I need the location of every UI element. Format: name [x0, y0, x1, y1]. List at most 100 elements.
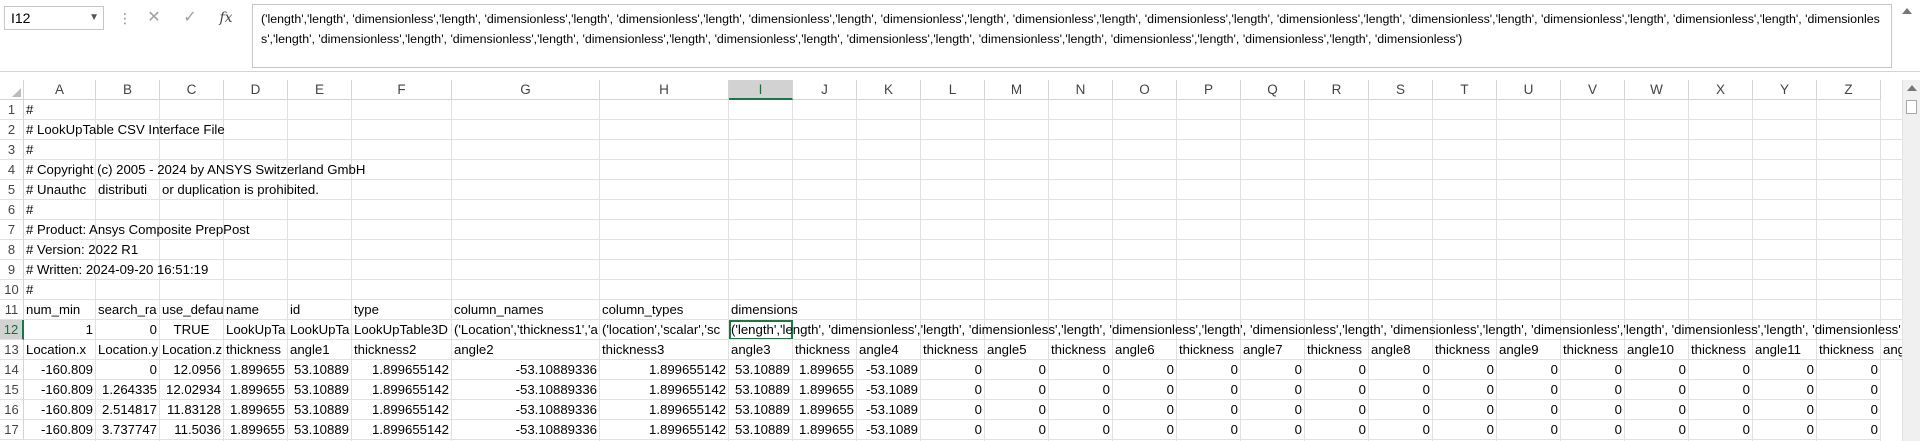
- cell-n14[interactable]: 0: [1049, 360, 1113, 380]
- cell-l15[interactable]: 0: [921, 380, 985, 400]
- scrollbar-thumb[interactable]: [1906, 100, 1917, 114]
- cell-i14[interactable]: 53.10889: [729, 360, 793, 380]
- cell-a2[interactable]: # LookUpTable CSV Interface File: [24, 120, 1902, 140]
- cell-v13[interactable]: thickness: [1561, 340, 1625, 360]
- column-header-n[interactable]: N: [1049, 80, 1113, 100]
- cell-h14[interactable]: 1.899655142: [600, 360, 729, 380]
- cell-c13[interactable]: Location.z: [160, 340, 224, 360]
- cell-z16[interactable]: 0: [1817, 400, 1881, 420]
- cell-p13[interactable]: thickness: [1177, 340, 1241, 360]
- column-header-y[interactable]: Y: [1753, 80, 1817, 100]
- column-header-r[interactable]: R: [1305, 80, 1369, 100]
- cell-w13[interactable]: angle10: [1625, 340, 1689, 360]
- cell-x15[interactable]: 0: [1689, 380, 1753, 400]
- cell-i16[interactable]: 53.10889: [729, 400, 793, 420]
- cell-m17[interactable]: 0: [985, 420, 1049, 440]
- cell-q16[interactable]: 0: [1241, 400, 1305, 420]
- cell-r15[interactable]: 0: [1305, 380, 1369, 400]
- formula-input[interactable]: ('length','length', 'dimensionless','len…: [252, 4, 1892, 68]
- cell-k17[interactable]: -53.1089: [857, 420, 921, 440]
- cell-p14[interactable]: 0: [1177, 360, 1241, 380]
- row-header-9[interactable]: 9: [0, 260, 24, 280]
- cell-h13[interactable]: thickness3: [600, 340, 729, 360]
- cell-a12[interactable]: 1: [24, 320, 96, 340]
- scroll-up-icon[interactable]: [1907, 85, 1917, 91]
- cell-y15[interactable]: 0: [1753, 380, 1817, 400]
- cell-q15[interactable]: 0: [1241, 380, 1305, 400]
- cell-g15[interactable]: -53.10889336: [452, 380, 600, 400]
- column-header-j[interactable]: J: [793, 80, 857, 100]
- cell-m13[interactable]: angle5: [985, 340, 1049, 360]
- cell-r13[interactable]: thickness: [1305, 340, 1369, 360]
- cell-f16[interactable]: 1.899655142: [352, 400, 452, 420]
- cell-o13[interactable]: angle6: [1113, 340, 1177, 360]
- cell-y17[interactable]: 0: [1753, 420, 1817, 440]
- cell-m16[interactable]: 0: [985, 400, 1049, 420]
- cell-w14[interactable]: 0: [1625, 360, 1689, 380]
- cell-o14[interactable]: 0: [1113, 360, 1177, 380]
- cell-f11[interactable]: type: [352, 300, 452, 320]
- cell-g14[interactable]: -53.10889336: [452, 360, 600, 380]
- cell-j17[interactable]: 1.899655: [793, 420, 857, 440]
- row-header-10[interactable]: 10: [0, 280, 24, 300]
- cell-j16[interactable]: 1.899655: [793, 400, 857, 420]
- cell-u13[interactable]: angle9: [1497, 340, 1561, 360]
- formula-bar-collapse-icon[interactable]: [1900, 6, 1914, 66]
- insert-function-icon[interactable]: fx: [219, 10, 233, 26]
- column-header-p[interactable]: P: [1177, 80, 1241, 100]
- row-header-11[interactable]: 11: [0, 300, 24, 320]
- cell-o15[interactable]: 0: [1113, 380, 1177, 400]
- cell-s15[interactable]: 0: [1369, 380, 1433, 400]
- cell-e16[interactable]: 53.10889: [288, 400, 352, 420]
- cell-e11[interactable]: id: [288, 300, 352, 320]
- cell-d11[interactable]: name: [224, 300, 288, 320]
- cell-e15[interactable]: 53.10889: [288, 380, 352, 400]
- cell-z17[interactable]: 0: [1817, 420, 1881, 440]
- column-header-a[interactable]: A: [24, 80, 96, 100]
- cell-e12[interactable]: LookUpTa: [288, 320, 352, 340]
- cell-d17[interactable]: 1.899655: [224, 420, 288, 440]
- cell-s13[interactable]: angle8: [1369, 340, 1433, 360]
- cell-c15[interactable]: 12.02934: [160, 380, 224, 400]
- cell-b16[interactable]: 2.514817: [96, 400, 160, 420]
- cell-f15[interactable]: 1.899655142: [352, 380, 452, 400]
- cell-b11[interactable]: search_ra: [96, 300, 160, 320]
- row-header-7[interactable]: 7: [0, 220, 24, 240]
- cell-b13[interactable]: Location.y: [96, 340, 160, 360]
- cell-g11[interactable]: column_names: [452, 300, 600, 320]
- cell-u14[interactable]: 0: [1497, 360, 1561, 380]
- cell-g17[interactable]: -53.10889336: [452, 420, 600, 440]
- cell-p17[interactable]: 0: [1177, 420, 1241, 440]
- cell-b5[interactable]: distributi: [96, 180, 160, 200]
- cell-b15[interactable]: 1.264335: [96, 380, 160, 400]
- cell-c16[interactable]: 11.83128: [160, 400, 224, 420]
- cell-a8[interactable]: # Version: 2022 R1: [24, 240, 1902, 260]
- cell-z14[interactable]: 0: [1817, 360, 1881, 380]
- cell-d15[interactable]: 1.899655: [224, 380, 288, 400]
- cell-r14[interactable]: 0: [1305, 360, 1369, 380]
- cell-c11[interactable]: use_defau: [160, 300, 224, 320]
- row-header-8[interactable]: 8: [0, 240, 24, 260]
- cell-r17[interactable]: 0: [1305, 420, 1369, 440]
- cell-q17[interactable]: 0: [1241, 420, 1305, 440]
- column-header-i[interactable]: I: [729, 80, 793, 100]
- cell-c12[interactable]: TRUE: [160, 320, 224, 340]
- column-header-v[interactable]: V: [1561, 80, 1625, 100]
- row-header-4[interactable]: 4: [0, 160, 24, 180]
- cell-u16[interactable]: 0: [1497, 400, 1561, 420]
- row-header-5[interactable]: 5: [0, 180, 24, 200]
- cell-i17[interactable]: 53.10889: [729, 420, 793, 440]
- cell-a4[interactable]: # Copyright (c) 2005 - 2024 by ANSYS Swi…: [24, 160, 1902, 180]
- cell-s16[interactable]: 0: [1369, 400, 1433, 420]
- cell-t15[interactable]: 0: [1433, 380, 1497, 400]
- cell-h17[interactable]: 1.899655142: [600, 420, 729, 440]
- cell-d16[interactable]: 1.899655: [224, 400, 288, 420]
- cell-a13[interactable]: Location.x: [24, 340, 96, 360]
- cell-c14[interactable]: 12.0956: [160, 360, 224, 380]
- more-options-icon[interactable]: ⋮: [118, 10, 132, 26]
- cell-k14[interactable]: -53.1089: [857, 360, 921, 380]
- cell-z15[interactable]: 0: [1817, 380, 1881, 400]
- cell-q14[interactable]: 0: [1241, 360, 1305, 380]
- cell-i13[interactable]: angle3: [729, 340, 793, 360]
